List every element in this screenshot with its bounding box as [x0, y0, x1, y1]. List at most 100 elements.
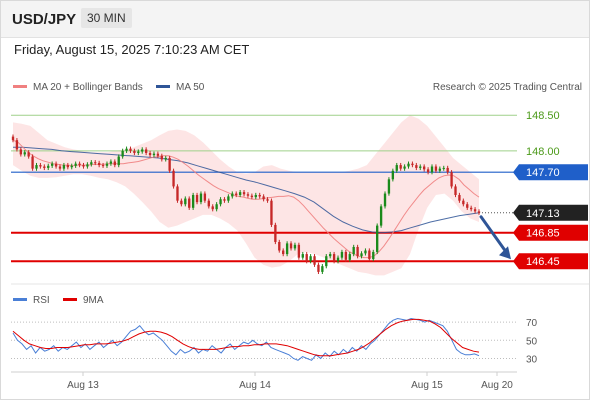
candle-body	[407, 163, 410, 167]
ma50-legend-label: MA 50	[176, 82, 205, 93]
candle-body	[423, 166, 426, 170]
rsi-panel: 70 50 30	[11, 317, 538, 365]
credit-label: Research © 2025 Trading Central	[433, 82, 582, 93]
candle	[340, 249, 344, 260]
candle-body	[23, 152, 26, 155]
candle-body	[419, 166, 422, 168]
level-tag-147-70	[513, 164, 588, 181]
candle	[74, 161, 77, 168]
candle	[383, 191, 387, 209]
rsi-legend-label: RSI	[33, 295, 50, 306]
candle-body	[207, 200, 210, 207]
candle	[407, 161, 410, 169]
moving-averages	[12, 139, 480, 259]
candle-body	[82, 165, 85, 167]
candle-body	[450, 172, 453, 187]
candle-body	[168, 157, 171, 171]
candle-body	[11, 136, 15, 141]
candle	[27, 150, 30, 159]
candle-body	[360, 253, 363, 257]
candle-body	[332, 254, 336, 262]
ma50-legend-swatch	[156, 85, 170, 88]
candle	[395, 162, 398, 173]
candle	[39, 162, 42, 169]
timeframe-badge[interactable]: 30 MIN	[81, 8, 132, 28]
candle	[313, 254, 316, 267]
candle	[219, 197, 222, 207]
candle-body	[399, 165, 402, 169]
candle-body	[274, 224, 277, 242]
forecast-arrow-head	[499, 246, 511, 260]
x-label-3: Aug 20	[481, 380, 513, 391]
candle-body	[74, 163, 77, 166]
candle	[50, 161, 54, 168]
candle	[317, 262, 320, 275]
candle-body	[372, 251, 375, 260]
candle	[109, 159, 113, 166]
candle	[454, 184, 457, 198]
candle	[469, 205, 473, 212]
candle	[43, 164, 46, 171]
candle	[466, 202, 469, 210]
candle	[446, 165, 449, 175]
candle-body	[148, 152, 152, 156]
candle	[19, 147, 23, 157]
candle-body	[293, 244, 297, 249]
candle	[411, 161, 414, 168]
candle-body	[43, 166, 46, 168]
candle-body	[133, 150, 136, 153]
candle	[254, 192, 257, 200]
candle	[62, 162, 66, 171]
candle-body	[113, 161, 116, 166]
candle	[238, 190, 242, 198]
level-label-148-50: 148.50	[526, 110, 560, 122]
level-label-147-13: 147.13	[526, 208, 560, 220]
candle-body	[242, 192, 246, 195]
candle	[301, 251, 304, 260]
candle	[215, 202, 218, 212]
candle-body	[203, 193, 207, 201]
candle	[387, 177, 391, 196]
candle-body	[364, 250, 367, 254]
candle	[191, 192, 195, 210]
candle	[379, 204, 383, 228]
candle	[450, 170, 453, 189]
candle-body	[129, 148, 132, 151]
candle-body	[458, 194, 461, 201]
level-tag-147-13	[513, 204, 588, 221]
candle	[477, 209, 481, 215]
ma50-line	[13, 146, 480, 234]
candle	[423, 164, 426, 172]
candle-body	[94, 162, 97, 164]
candle	[31, 154, 34, 171]
candle-body	[387, 179, 391, 194]
candle-body	[15, 140, 19, 150]
candle	[282, 248, 285, 257]
candle	[344, 249, 348, 262]
candle-body	[403, 166, 406, 169]
candle	[246, 192, 250, 198]
candle	[105, 161, 109, 168]
level-label-148-00: 148.00	[526, 146, 560, 158]
candle	[305, 251, 308, 264]
ma9-legend-swatch	[63, 298, 77, 301]
candle-body	[329, 254, 332, 257]
ma9-legend-label: 9MA	[83, 295, 104, 306]
candle	[121, 148, 124, 159]
candle	[419, 164, 422, 171]
candle-body	[383, 193, 387, 207]
candle	[97, 160, 101, 168]
x-label-0: Aug 13	[67, 380, 99, 391]
candle-body	[62, 165, 66, 169]
candle	[415, 162, 418, 171]
candle	[152, 151, 156, 158]
candle	[176, 184, 179, 203]
rsi-tick-30: 30	[526, 354, 538, 365]
candle-body	[215, 204, 218, 210]
candle	[329, 251, 332, 259]
forecast-arrow	[479, 215, 511, 260]
candle-body	[352, 246, 355, 255]
candle-body	[35, 165, 38, 169]
candle	[332, 251, 336, 264]
